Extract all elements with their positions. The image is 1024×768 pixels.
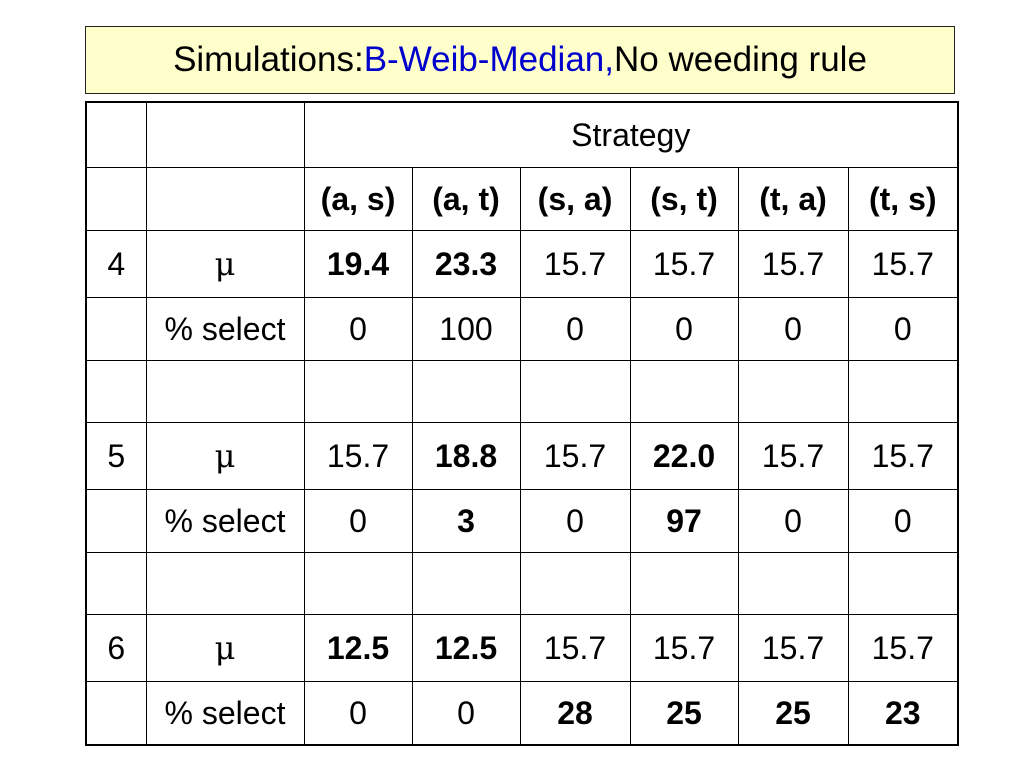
empty-cell bbox=[303, 360, 413, 423]
mu-value: 12.5 bbox=[411, 614, 521, 682]
empty-cell bbox=[847, 552, 959, 615]
pair-header: (a, s) bbox=[303, 167, 413, 231]
select-label: % select bbox=[145, 297, 305, 361]
mu-value: 15.7 bbox=[847, 230, 959, 298]
empty-cell bbox=[847, 360, 959, 423]
mu-value: 15.7 bbox=[737, 230, 849, 298]
empty-cell bbox=[145, 101, 305, 168]
select-value: 0 bbox=[303, 681, 413, 746]
mu-value: 12.5 bbox=[303, 614, 413, 682]
select-value: 0 bbox=[519, 297, 631, 361]
blank-row bbox=[85, 552, 959, 615]
empty-cell bbox=[629, 360, 739, 423]
header-row-strategy: Strategy bbox=[85, 101, 959, 168]
select-value: 100 bbox=[411, 297, 521, 361]
mu-value: 15.7 bbox=[519, 230, 631, 298]
empty-cell bbox=[85, 681, 147, 746]
k-value: 5 bbox=[85, 422, 147, 490]
mu-row: 4 μ 19.4 23.3 15.7 15.7 15.7 15.7 bbox=[85, 230, 959, 298]
select-value: 0 bbox=[847, 297, 959, 361]
select-value: 0 bbox=[737, 297, 849, 361]
empty-cell bbox=[145, 167, 305, 231]
mu-label: μ bbox=[145, 422, 305, 490]
title-prefix: Simulations: bbox=[173, 40, 364, 79]
empty-cell bbox=[145, 552, 305, 615]
select-value: 0 bbox=[411, 681, 521, 746]
empty-cell bbox=[737, 360, 849, 423]
empty-cell bbox=[85, 167, 147, 231]
empty-cell bbox=[85, 360, 147, 423]
empty-cell bbox=[303, 552, 413, 615]
select-value: 0 bbox=[847, 489, 959, 553]
title-suffix: No weeding rule bbox=[613, 40, 867, 79]
mu-value: 15.7 bbox=[519, 422, 631, 490]
empty-cell bbox=[411, 360, 521, 423]
select-value: 0 bbox=[737, 489, 849, 553]
mu-value: 15.7 bbox=[847, 422, 959, 490]
empty-cell bbox=[411, 552, 521, 615]
empty-cell bbox=[85, 101, 147, 168]
select-value: 0 bbox=[629, 297, 739, 361]
select-value: 0 bbox=[303, 297, 413, 361]
empty-cell bbox=[85, 297, 147, 361]
select-value: 23 bbox=[847, 681, 959, 746]
empty-cell bbox=[145, 360, 305, 423]
empty-cell bbox=[737, 552, 849, 615]
empty-cell bbox=[85, 552, 147, 615]
pair-header: (a, t) bbox=[411, 167, 521, 231]
k-value: 6 bbox=[85, 614, 147, 682]
select-value: 28 bbox=[519, 681, 631, 746]
empty-cell bbox=[519, 552, 631, 615]
results-table: Strategy (a, s) (a, t) (s, a) (s, t) (t,… bbox=[85, 101, 960, 746]
select-row: % select 0 0 28 25 25 23 bbox=[85, 681, 959, 746]
select-label: % select bbox=[145, 489, 305, 553]
select-value: 97 bbox=[629, 489, 739, 553]
pair-header: (t, a) bbox=[737, 167, 849, 231]
empty-cell bbox=[629, 552, 739, 615]
mu-value: 15.7 bbox=[303, 422, 413, 490]
select-row: % select 0 100 0 0 0 0 bbox=[85, 297, 959, 361]
mu-value: 15.7 bbox=[847, 614, 959, 682]
pair-header: (s, a) bbox=[519, 167, 631, 231]
mu-value: 15.7 bbox=[737, 614, 849, 682]
select-row: % select 0 3 0 97 0 0 bbox=[85, 489, 959, 553]
empty-cell bbox=[519, 360, 631, 423]
strategy-header: Strategy bbox=[303, 101, 959, 168]
mu-value: 15.7 bbox=[629, 614, 739, 682]
mu-label: μ bbox=[145, 230, 305, 298]
mu-value: 19.4 bbox=[303, 230, 413, 298]
slide-title: Simulations: B-Weib-Median, No weeding r… bbox=[85, 26, 955, 94]
mu-value: 15.7 bbox=[519, 614, 631, 682]
mu-value: 18.8 bbox=[411, 422, 521, 490]
select-value: 25 bbox=[737, 681, 849, 746]
mu-row: 5 μ 15.7 18.8 15.7 22.0 15.7 15.7 bbox=[85, 422, 959, 490]
mu-value: 23.3 bbox=[411, 230, 521, 298]
mu-value: 15.7 bbox=[737, 422, 849, 490]
blank-row bbox=[85, 360, 959, 423]
select-value: 25 bbox=[629, 681, 739, 746]
mu-value: 22.0 bbox=[629, 422, 739, 490]
select-label: % select bbox=[145, 681, 305, 746]
title-highlight: B-Weib-Median, bbox=[363, 40, 614, 79]
select-value: 3 bbox=[411, 489, 521, 553]
mu-value: 15.7 bbox=[629, 230, 739, 298]
pair-header: (t, s) bbox=[847, 167, 959, 231]
empty-cell bbox=[85, 489, 147, 553]
pair-header: (s, t) bbox=[629, 167, 739, 231]
mu-row: 6 μ 12.5 12.5 15.7 15.7 15.7 15.7 bbox=[85, 614, 959, 682]
select-value: 0 bbox=[303, 489, 413, 553]
header-row-pairs: (a, s) (a, t) (s, a) (s, t) (t, a) (t, s… bbox=[85, 167, 959, 231]
mu-label: μ bbox=[145, 614, 305, 682]
select-value: 0 bbox=[519, 489, 631, 553]
k-value: 4 bbox=[85, 230, 147, 298]
